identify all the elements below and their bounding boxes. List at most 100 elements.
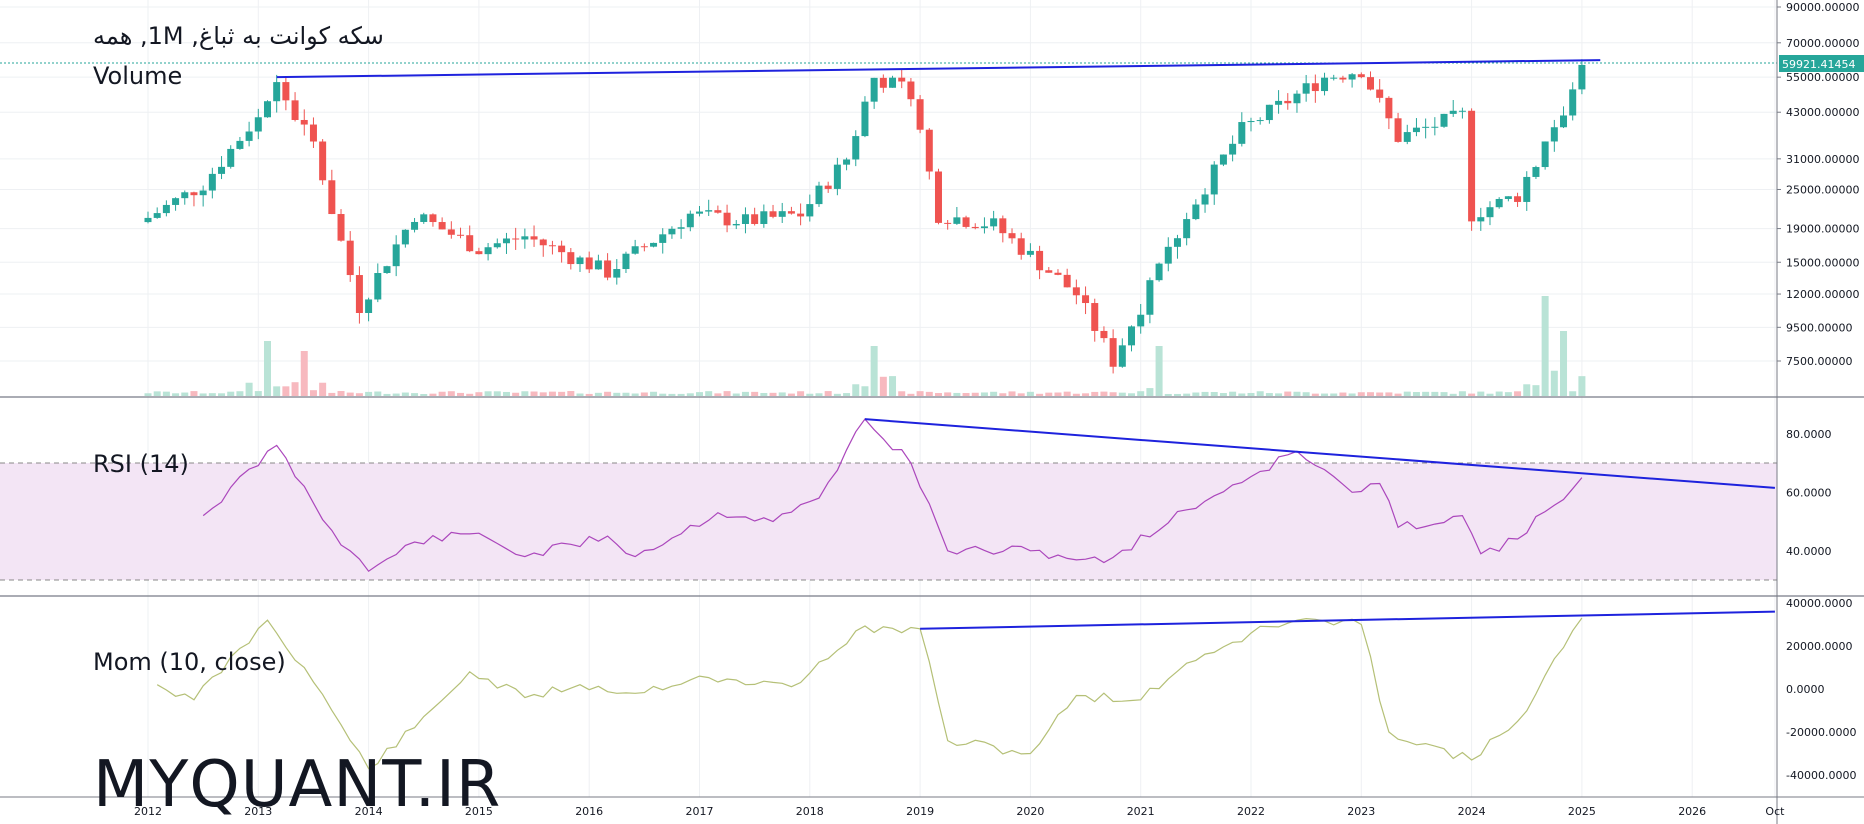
volume-bar	[1412, 392, 1420, 396]
momentum-tick-label: 0.0000	[1786, 683, 1825, 696]
volume-bar	[475, 392, 483, 396]
price-tick-label: 19000.00000	[1786, 223, 1859, 236]
candle-body	[567, 252, 575, 265]
candle-body	[1477, 217, 1485, 222]
volume-bar	[1541, 296, 1549, 396]
volume-bar	[227, 391, 235, 396]
volume-bar	[162, 391, 170, 396]
volume-bar	[1532, 385, 1540, 396]
candle-body	[374, 273, 382, 300]
candle-body	[1514, 196, 1522, 202]
candle-body	[898, 77, 906, 82]
volume-bar	[1486, 393, 1494, 396]
volume-bar	[1100, 391, 1108, 396]
volume-bar	[1247, 392, 1255, 396]
volume-bar	[1321, 393, 1329, 396]
momentum-trendline	[920, 610, 1775, 630]
candle-body	[1072, 287, 1080, 296]
candle-body	[787, 211, 795, 214]
candle-body	[1440, 113, 1448, 127]
candle-body	[1394, 118, 1402, 142]
candle-body	[714, 210, 722, 213]
volume-bar	[953, 392, 961, 396]
volume-bar	[585, 393, 593, 396]
volume-bar	[1569, 391, 1577, 396]
time-tick-label: 2018	[796, 805, 824, 818]
candle-body	[760, 211, 768, 224]
candle-body	[594, 260, 602, 270]
candle-body	[1569, 89, 1577, 116]
time-tick-label: 2017	[686, 805, 714, 818]
volume-bar	[1164, 393, 1172, 396]
volume-bar	[254, 391, 262, 396]
momentum-path	[156, 617, 1583, 770]
volume-bar	[833, 393, 841, 396]
volume-bar	[1468, 393, 1476, 396]
price-tick-label: 15000.00000	[1786, 256, 1859, 269]
time-tick-label: 2023	[1347, 805, 1375, 818]
price-trendline	[276, 59, 1601, 79]
volume-bar	[934, 393, 942, 396]
volume-bar	[1348, 393, 1356, 396]
volume-bar	[659, 393, 667, 396]
volume-bar	[1504, 392, 1512, 396]
volume-bar	[1311, 393, 1319, 396]
candle-body	[677, 227, 685, 229]
candle-body	[778, 211, 786, 217]
volume-bar	[898, 391, 906, 396]
candle-body	[337, 214, 345, 241]
candle-body	[1578, 64, 1586, 90]
volume-bar	[447, 391, 455, 396]
volume-bar	[1357, 392, 1365, 396]
candle-body	[1091, 303, 1099, 331]
momentum-label: Mom (10, close)	[93, 648, 286, 676]
volume-bar	[1431, 391, 1439, 396]
candle-body	[696, 211, 703, 214]
volume-bar	[1366, 392, 1374, 396]
volume-bar	[650, 391, 658, 396]
volume-bar	[1026, 391, 1034, 396]
price-tick-label: 12000.00000	[1786, 288, 1859, 301]
candle-body	[723, 212, 731, 226]
candle-body	[962, 217, 970, 227]
candle-body	[1155, 263, 1163, 281]
candle-body	[1109, 338, 1117, 367]
volume-bar	[843, 393, 851, 396]
rsi-path	[202, 418, 1583, 573]
rsi-tick-label: 80.0000	[1786, 428, 1832, 441]
candle-body	[181, 192, 189, 199]
candle-body	[1403, 132, 1411, 142]
candle-body	[990, 218, 998, 227]
candle-body	[686, 213, 694, 228]
price-tick-label: 55000.00000	[1786, 71, 1859, 84]
volume-bar	[1128, 393, 1136, 396]
candle-body	[833, 164, 841, 189]
candle-body	[705, 210, 713, 212]
volume-bar	[346, 392, 354, 396]
candle-body	[1128, 326, 1136, 346]
candle-body	[1054, 272, 1062, 275]
volume-bar	[778, 392, 786, 396]
volume-bar	[539, 392, 547, 396]
candle-body	[1422, 126, 1430, 128]
volume-bar	[1192, 392, 1200, 396]
rsi-trendline	[864, 418, 1776, 489]
volume-bar	[411, 393, 419, 396]
candle-body	[1495, 198, 1503, 208]
rsi-label: RSI (14)	[93, 450, 189, 478]
volume-bar	[319, 382, 327, 396]
candle-body	[1100, 330, 1108, 339]
volume-bar	[760, 392, 768, 396]
time-tick-label: 2026	[1678, 805, 1706, 818]
volume-bar	[1091, 391, 1099, 396]
volume-bar	[190, 391, 198, 396]
candle-body	[1017, 238, 1025, 255]
volume-bar	[493, 391, 501, 396]
volume-bar	[245, 382, 253, 396]
volume-bar	[741, 391, 749, 396]
volume-bar	[1275, 393, 1283, 396]
candle-body	[273, 82, 281, 102]
volume-bar	[1045, 392, 1053, 396]
volume-bar	[723, 391, 731, 396]
